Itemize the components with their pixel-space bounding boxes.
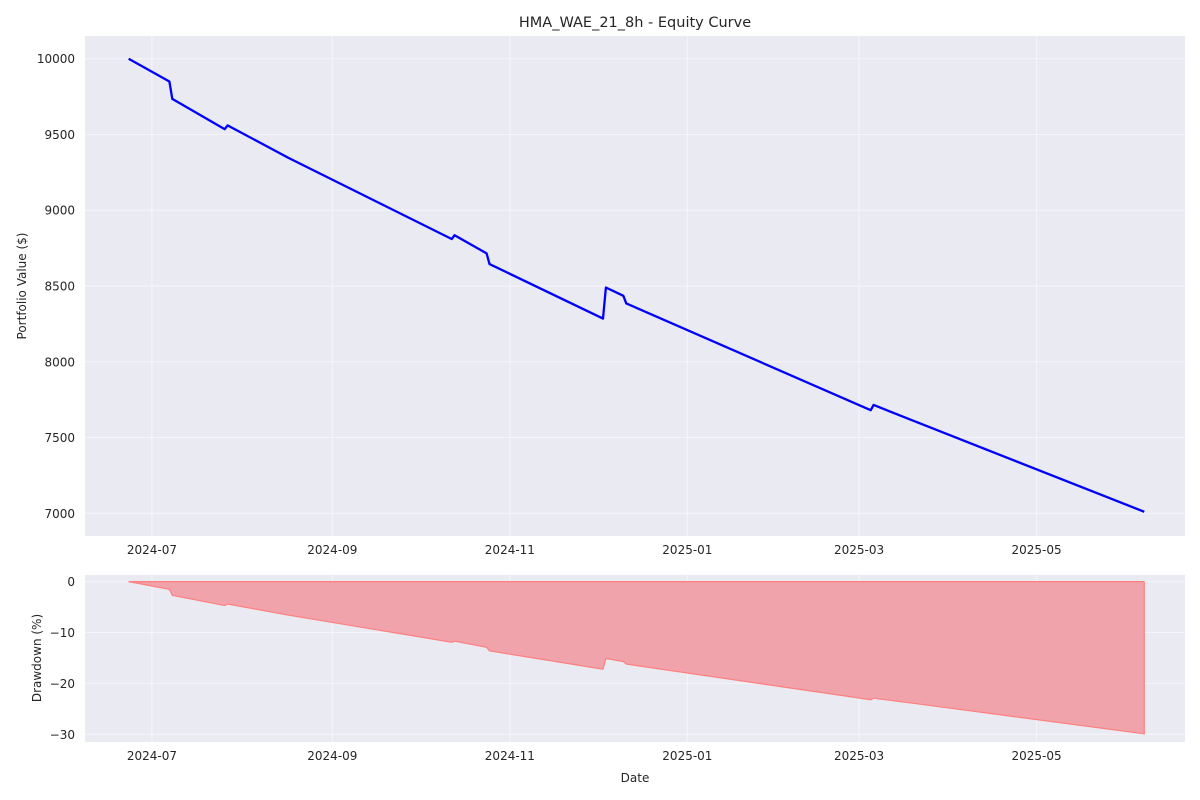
y-tick-label: 10000: [37, 52, 75, 66]
equity-x-ticks: 2024-07 2024-09 2024-11 2025-01 2025-03 2025-…: [127, 543, 1062, 557]
equity-series-line: [128, 57, 1145, 513]
chart-title: HMA_WAE_21_8h - Equity Curve: [519, 15, 751, 31]
x-tick-label: 2025-05: [1012, 543, 1062, 557]
x-tick-label: 2025-03: [834, 749, 884, 763]
y-tick-label: −30: [50, 728, 75, 742]
x-tick-label: 2024-09: [307, 749, 357, 763]
drawdown-panel: 2024-07 2024-09 2024-11 2025-01 2025-03 2025-…: [30, 575, 1185, 785]
y-tick-label: 7500: [44, 431, 75, 445]
equity-curve-panel: 2024-07 2024-09 2024-11 2025-01 2025-03 2025-…: [15, 15, 1185, 557]
x-tick-label: 2025-01: [662, 543, 712, 557]
drawdown-x-ticks: 2024-07 2024-09 2024-11 2025-01 2025-03 2025-…: [127, 749, 1062, 763]
drawdown-y-axis-label: Drawdown (%): [30, 614, 44, 702]
y-tick-label: 9500: [44, 128, 75, 142]
x-tick-label: 2024-07: [127, 749, 177, 763]
y-tick-label: 8000: [44, 355, 75, 369]
x-tick-label: 2024-11: [485, 543, 535, 557]
equity-y-axis-label: Portfolio Value ($): [15, 233, 29, 340]
y-tick-label: −20: [50, 677, 75, 691]
x-tick-label: 2025-03: [834, 543, 884, 557]
y-tick-label: 9000: [44, 204, 75, 218]
x-tick-label: 2024-11: [485, 749, 535, 763]
drawdown-x-axis-label: Date: [621, 771, 650, 785]
x-tick-label: 2025-05: [1012, 749, 1062, 763]
equity-y-ticks: 7000 7500 8000 8500 9000 9500 10000: [37, 52, 75, 521]
y-tick-label: 0: [67, 575, 75, 589]
y-tick-label: 7000: [44, 507, 75, 521]
x-tick-label: 2024-09: [307, 543, 357, 557]
drawdown-series-line: [128, 581, 1145, 735]
drawdown-area-fill: [128, 581, 1145, 734]
y-tick-label: 8500: [44, 280, 75, 294]
drawdown-y-ticks: 0 −10 −20 −30: [50, 575, 75, 742]
y-tick-label: −10: [50, 626, 75, 640]
x-tick-label: 2024-07: [127, 543, 177, 557]
equity-grid: [85, 36, 1185, 536]
x-tick-label: 2025-01: [662, 749, 712, 763]
